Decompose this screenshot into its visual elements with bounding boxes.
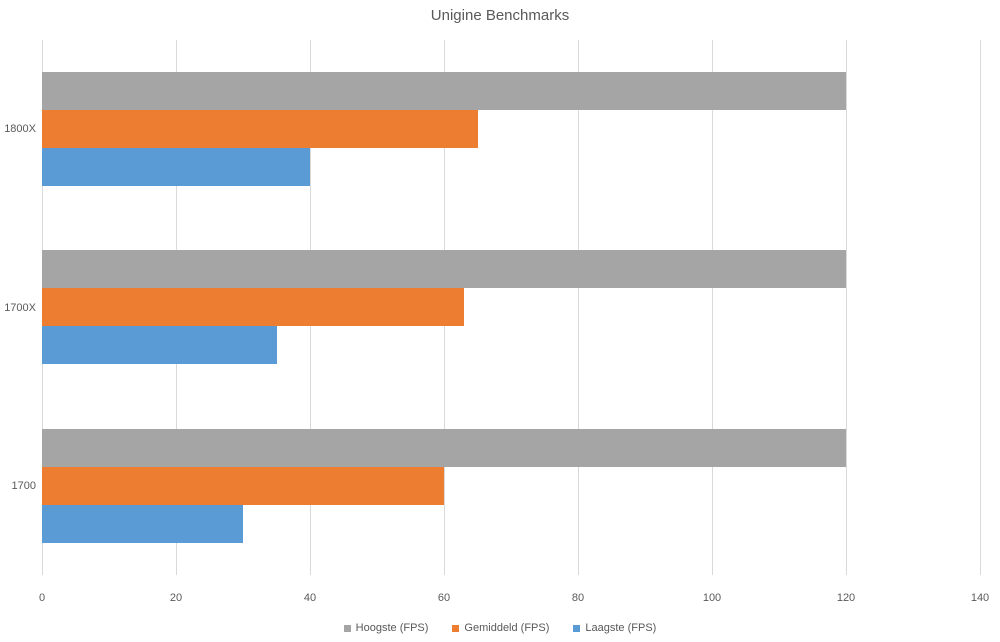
bar-group-1700 [42, 397, 980, 575]
legend-swatch-icon [573, 624, 581, 632]
legend-label: Gemiddeld (FPS) [464, 622, 550, 634]
tick-label-120: 120 [836, 592, 856, 604]
legend-item-Gemiddeld (FPS)[interactable]: Gemiddeld (FPS) [452, 622, 549, 634]
bar-1700-Hoogste (FPS)[interactable] [42, 428, 846, 467]
category-label-1800X: 1800X [4, 123, 36, 136]
tick-label-0: 0 [38, 592, 46, 604]
tick-label-80: 80 [571, 592, 585, 604]
chart-title: Unigine Benchmarks [430, 7, 570, 24]
bar-1700X-Hoogste (FPS)[interactable] [42, 250, 846, 289]
legend-swatch-icon [452, 624, 460, 632]
bar-1800X-Laagste (FPS)[interactable] [42, 148, 310, 187]
legend-label: Hoogste (FPS) [355, 622, 429, 634]
legend-item-Laagste (FPS)[interactable]: Laagste (FPS) [573, 622, 656, 634]
bar-1700-Laagste (FPS)[interactable] [42, 504, 243, 543]
legend-swatch-icon [343, 624, 351, 632]
bar-group-1700X [42, 218, 980, 396]
tick-label-20: 20 [169, 592, 183, 604]
tick-label-60: 60 [437, 592, 451, 604]
bar-1800X-Hoogste (FPS)[interactable] [42, 72, 846, 111]
plot-area [42, 40, 981, 575]
gridline-80 [578, 40, 579, 575]
tick-label-40: 40 [303, 592, 317, 604]
bar-group-1800X [42, 40, 980, 218]
gridline-100 [712, 40, 713, 575]
legend-label: Laagste (FPS) [585, 622, 657, 634]
tick-label-140: 140 [970, 592, 990, 604]
value-axis: 0 20 40 60 80 100 120 140 [38, 592, 989, 608]
bar-1800X-Gemiddeld (FPS)[interactable] [42, 110, 478, 149]
legend: Hoogste (FPS) Gemiddeld (FPS) Laagste (FPS… [0, 622, 1000, 634]
category-label-1700X: 1700X [4, 301, 36, 314]
gridline-140 [980, 40, 981, 575]
legend-item-Hoogste (FPS)[interactable]: Hoogste (FPS) [343, 622, 429, 634]
bar-1700-Gemiddeld (FPS)[interactable] [42, 466, 444, 505]
tick-label-100: 100 [702, 592, 722, 604]
category-axis: 1800X 1700X 1700 [0, 40, 36, 575]
gridline-120 [846, 40, 847, 575]
category-label-1700: 1700 [11, 479, 36, 492]
bar-1700X-Gemiddeld (FPS)[interactable] [42, 288, 465, 327]
bar-1700X-Laagste (FPS)[interactable] [42, 326, 277, 365]
